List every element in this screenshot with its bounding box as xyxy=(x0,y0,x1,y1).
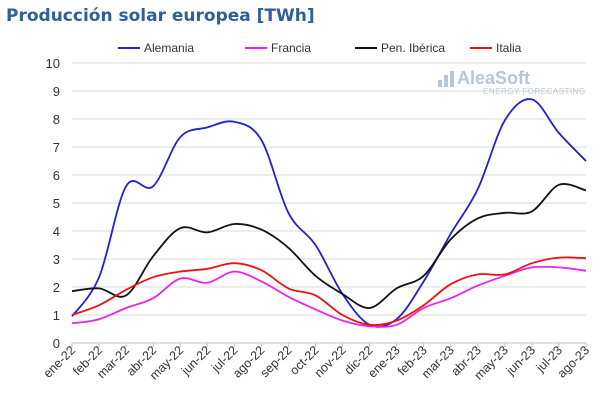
aleasoft-logo-icon xyxy=(438,71,454,87)
legend-label-alemania: Alemania xyxy=(144,41,194,55)
series-line-alemania xyxy=(71,98,587,328)
gridlines xyxy=(72,62,586,344)
legend-label-italia: Italia xyxy=(496,41,522,55)
y-tick-label: 9 xyxy=(53,84,60,99)
series-line-italia xyxy=(71,256,587,326)
x-tick-label: nov-22 xyxy=(312,343,349,380)
series-lines xyxy=(71,98,587,328)
y-axis-ticks: 0 1 2 3 4 5 6 7 8 9 10 xyxy=(46,56,60,351)
y-tick-label: 1 xyxy=(53,308,60,323)
aleasoft-logo: AleaSoft ENERGY FORECASTING xyxy=(437,68,587,100)
y-tick-label: 10 xyxy=(46,56,60,71)
series-line-francia xyxy=(71,265,587,328)
legend-label-francia: Francia xyxy=(271,41,311,55)
x-tick-label: jun-22 xyxy=(178,343,213,378)
y-tick-label: 5 xyxy=(53,196,60,211)
series-line-pen-iberica xyxy=(71,183,587,309)
y-tick-label: 2 xyxy=(53,280,60,295)
x-tick-label: sep-22 xyxy=(258,343,295,380)
logo-name: AleaSoft xyxy=(457,68,531,88)
y-tick-label: 7 xyxy=(53,140,60,155)
chart-title: Producción solar europea [TWh] xyxy=(6,6,315,26)
legend: Alemania Francia Pen. Ibérica Italia xyxy=(118,41,522,55)
legend-label-pen-iberica: Pen. Ibérica xyxy=(381,41,445,55)
y-tick-label: 4 xyxy=(53,224,60,239)
x-tick-label: jun-23 xyxy=(503,343,538,378)
y-tick-label: 6 xyxy=(53,168,60,183)
x-axis-ticks: ene-22feb-22mar-22abr-22may-22jun-22jul-… xyxy=(41,343,592,383)
logo-tagline: ENERGY FORECASTING xyxy=(483,87,586,96)
y-tick-label: 0 xyxy=(53,336,60,351)
y-tick-label: 3 xyxy=(53,252,60,267)
y-tick-label: 8 xyxy=(53,112,60,127)
